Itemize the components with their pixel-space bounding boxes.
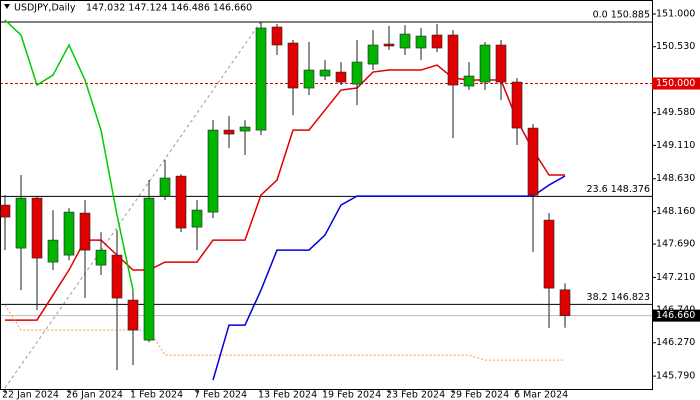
fib-level-label: 23.6 148.376 <box>587 184 650 195</box>
candle-body <box>511 81 523 129</box>
candle-body <box>63 211 75 256</box>
candle-body <box>79 212 91 251</box>
candle-body <box>287 42 299 89</box>
chart-title: USDJPY,Daily <box>14 3 76 14</box>
y-tick-label: 148.160 <box>656 206 695 217</box>
x-tick-label: 19 Feb 2024 <box>322 390 381 400</box>
candle-body <box>559 289 571 316</box>
x-tick-label: 7 Feb 2024 <box>194 390 247 400</box>
candle-body <box>191 209 203 228</box>
y-tick-label: 149.580 <box>656 107 695 118</box>
indicator-line <box>4 19 134 291</box>
fib-trend-line <box>4 19 263 389</box>
candle-body <box>159 177 171 197</box>
header-icon <box>4 4 10 9</box>
candle-body <box>415 35 427 49</box>
y-tick-label: 147.210 <box>656 272 695 283</box>
candle-body <box>527 127 539 196</box>
y-tick-label: 149.110 <box>656 140 695 151</box>
x-tick-label: 22 Jan 2024 <box>2 390 59 400</box>
fib-level-label: 38.2 146.823 <box>587 292 650 303</box>
indicator-line <box>212 175 566 381</box>
candle-body <box>95 249 107 266</box>
candle-body <box>175 175 187 229</box>
candle-body <box>543 219 555 289</box>
alert-label-box <box>652 77 700 90</box>
candle-body <box>0 204 11 218</box>
candle-body <box>31 197 43 259</box>
candle-body <box>431 34 443 49</box>
candle-body <box>447 34 459 86</box>
alert-label: 150.000 <box>656 78 695 89</box>
y-tick-label: 150.530 <box>656 41 695 52</box>
x-tick-label: 13 Feb 2024 <box>258 390 317 400</box>
candle-body <box>303 69 315 89</box>
candle-body <box>47 239 59 263</box>
x-tick-label: 6 Mar 2024 <box>514 390 568 400</box>
x-tick-label: 26 Jan 2024 <box>66 390 123 400</box>
candle-body <box>335 71 347 83</box>
candle-body <box>495 44 507 83</box>
x-tick-label: 23 Feb 2024 <box>386 390 445 400</box>
plot-frame <box>0 0 653 390</box>
candle-body <box>15 197 27 249</box>
x-tick-label: 1 Feb 2024 <box>130 390 183 400</box>
y-tick-label: 147.690 <box>656 239 695 250</box>
y-tick-label: 146.270 <box>656 337 695 348</box>
candle-body <box>351 61 363 85</box>
candle-body <box>143 197 155 341</box>
x-tick-label: 29 Feb 2024 <box>450 390 509 400</box>
candle-body <box>479 44 491 83</box>
header-prices: 147.032 147.124 146.486 146.660 <box>86 3 252 14</box>
last-price-label: 146.660 <box>656 310 695 321</box>
candle-body <box>463 75 475 87</box>
fib-level-label: 0.0 150.885 <box>593 10 650 21</box>
y-tick-label: 148.630 <box>656 173 695 184</box>
last-price-box <box>652 309 700 322</box>
candle-body <box>271 26 283 46</box>
candle-body <box>255 27 267 131</box>
candle-body <box>111 254 123 299</box>
y-tick-label: 145.790 <box>656 371 695 382</box>
plot-layer: 0.0 150.885 23.6 148.376 38.2 146.823 <box>0 10 652 381</box>
candle-body <box>239 126 251 132</box>
candle-body <box>319 69 331 77</box>
candle-body <box>127 299 139 331</box>
y-tick-label: 151.000 <box>656 9 695 20</box>
candle-body <box>207 129 219 213</box>
candle-body <box>223 129 235 135</box>
candle-body <box>367 44 379 65</box>
candle-body <box>383 43 395 47</box>
candle-body <box>399 33 411 49</box>
